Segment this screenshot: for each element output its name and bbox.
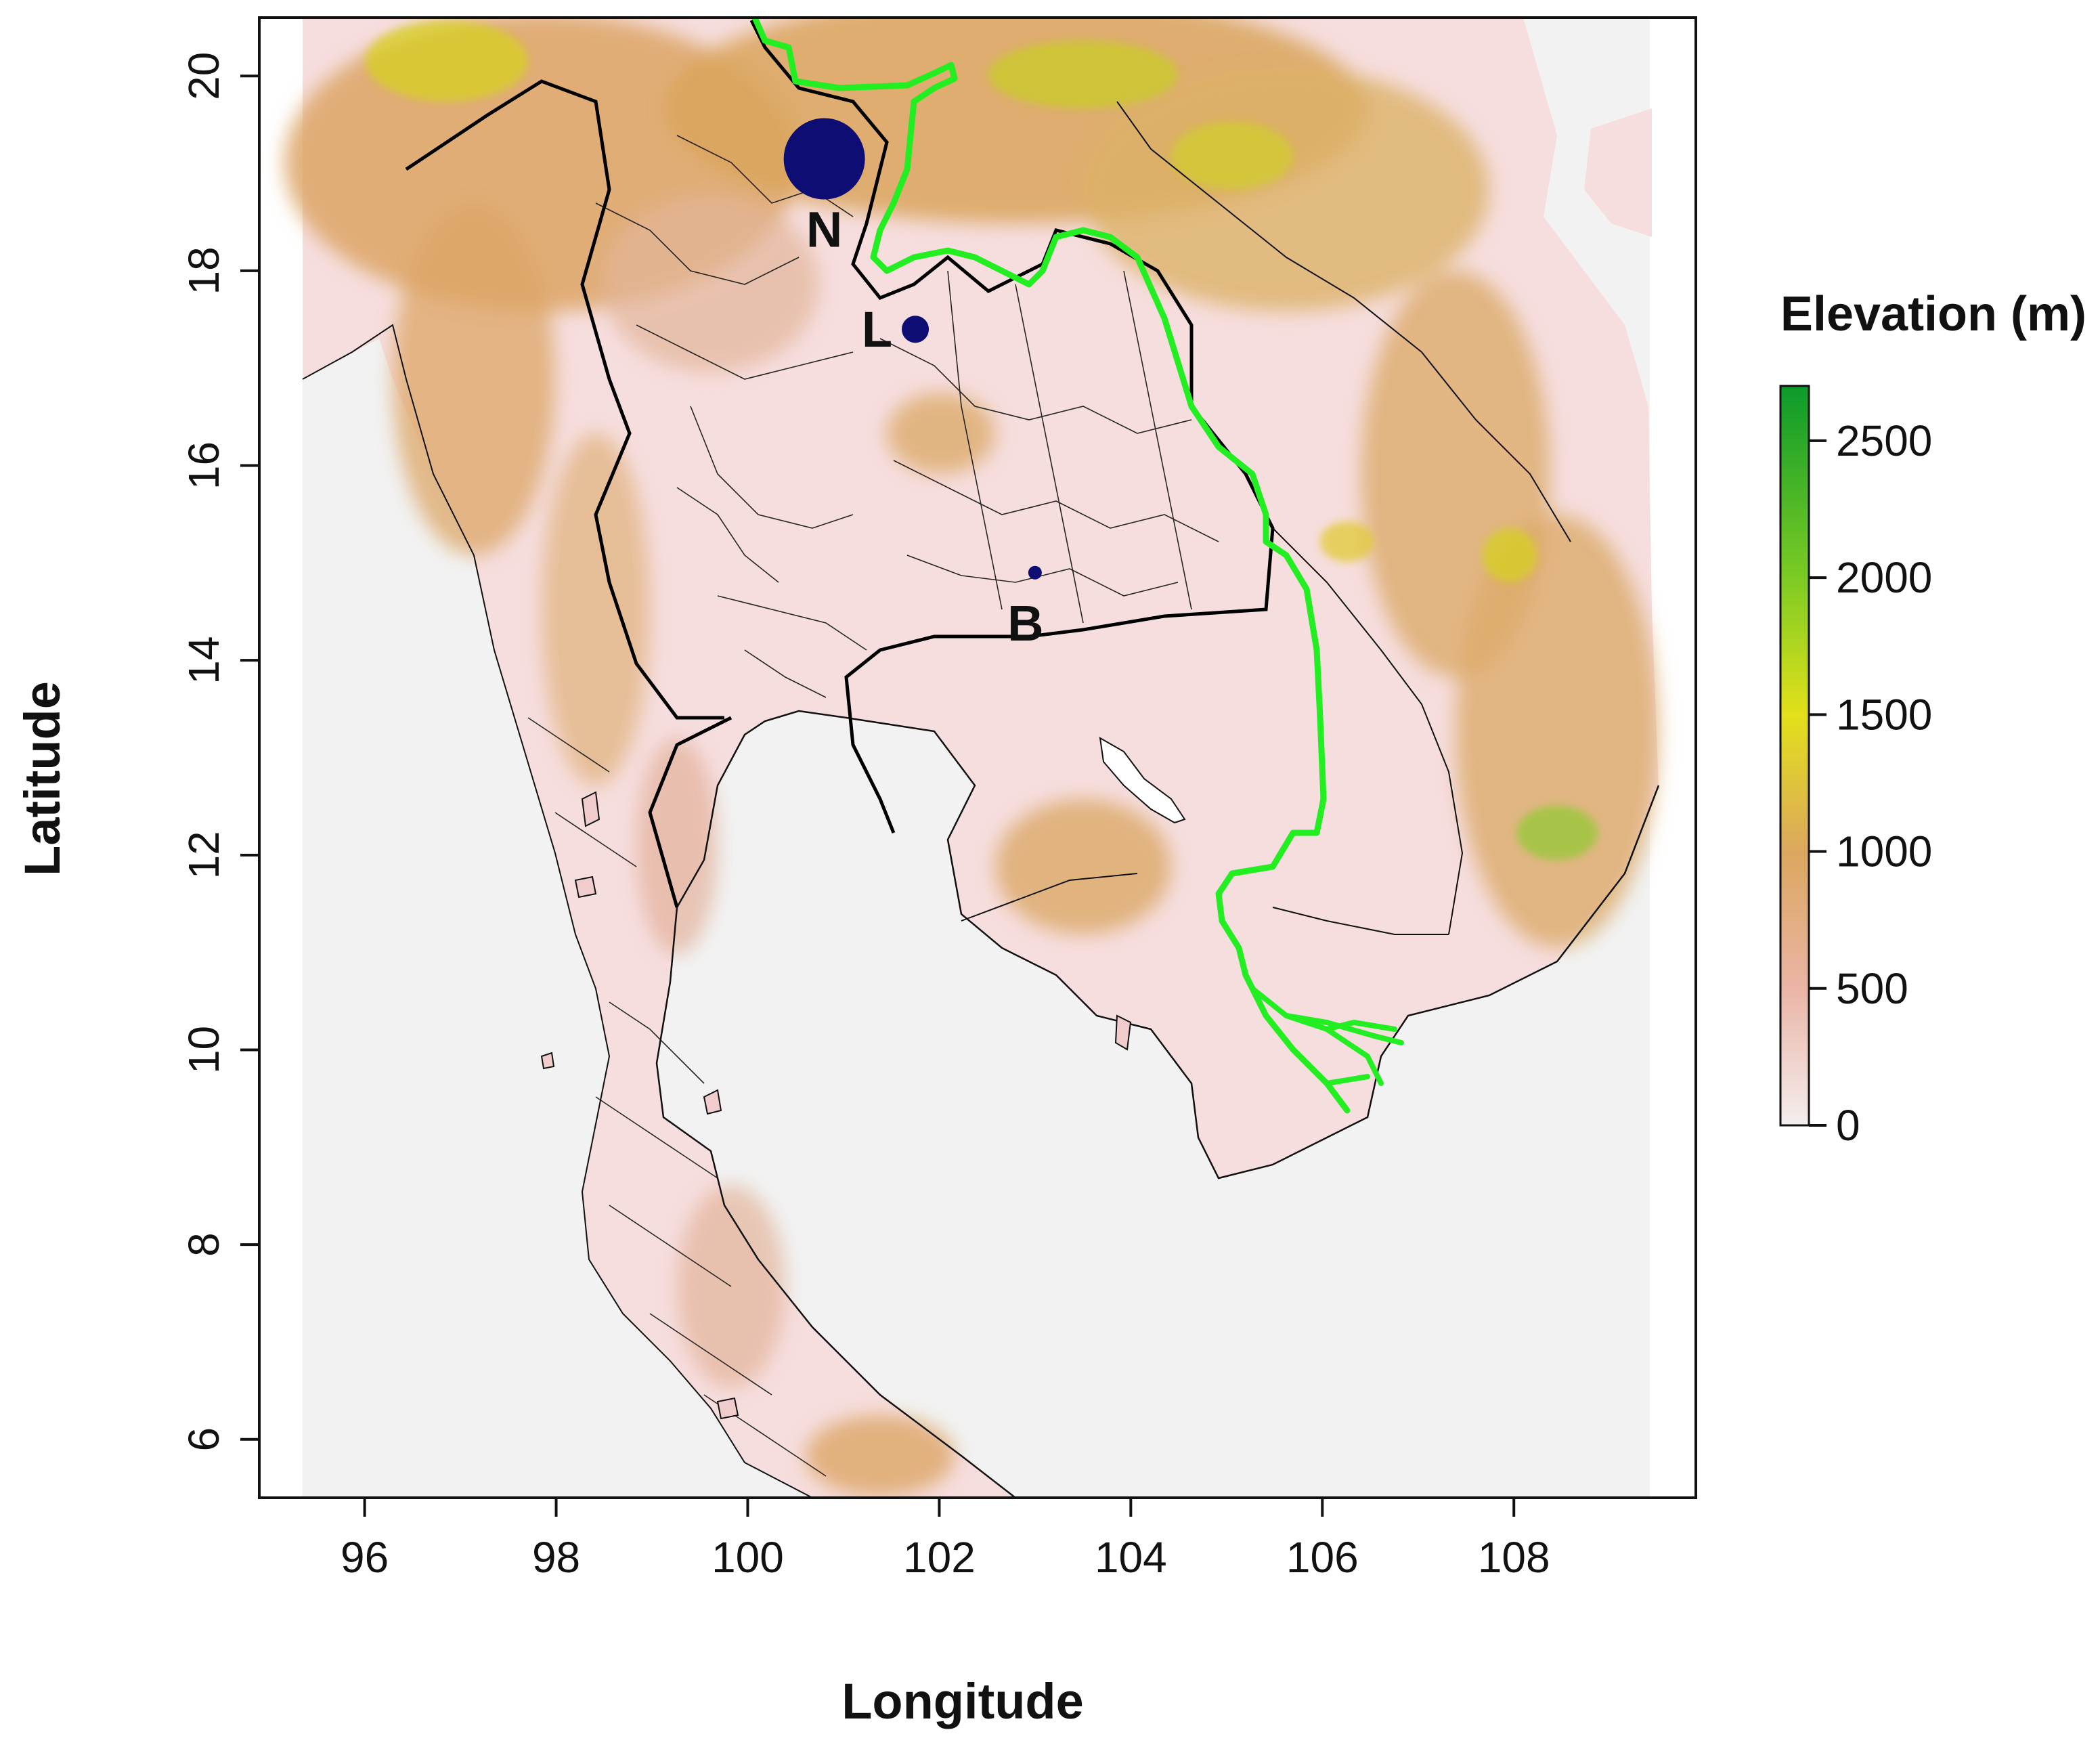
x-tick-label: 100: [712, 1533, 784, 1582]
ne-landmass: [1584, 108, 1652, 237]
international-borders: [961, 101, 1571, 935]
legend-tick-label: 0: [1836, 1101, 1860, 1150]
mekong-delta-branches: [1250, 986, 1404, 1086]
lake: [1099, 737, 1186, 824]
y-tick-label: 12: [179, 831, 228, 879]
site-markers: NL B: [783, 118, 1044, 651]
site-marker: [1028, 565, 1042, 580]
western-coastline: [302, 324, 813, 1498]
provincial-borders: [527, 135, 1219, 1477]
y-axis-title: Latitude: [14, 681, 70, 876]
legend-tick-label: 1500: [1836, 690, 1932, 739]
legend-tick-label: 500: [1836, 964, 1908, 1013]
x-tick-label: 108: [1478, 1533, 1550, 1582]
x-axis: 96 98 100 102 104 106 108: [341, 1498, 1550, 1582]
legend-tick-label: 2000: [1836, 553, 1932, 602]
x-axis-title: Longitude: [841, 1673, 1084, 1729]
terrain-layer: [284, 18, 1660, 1498]
high-elevation-patches: [366, 20, 1598, 860]
y-tick-label: 6: [179, 1427, 228, 1452]
y-tick-label: 8: [179, 1232, 228, 1257]
elevation-legend: Elevation (m) 0 500 1000 1500 2000 2500: [1779, 287, 2086, 1150]
site-marker: [783, 118, 865, 200]
legend-tick-label: 2500: [1836, 416, 1932, 465]
islands: [540, 791, 1132, 1420]
y-tick-label: 10: [179, 1026, 228, 1074]
mekong-river: [751, 18, 1351, 1114]
x-tick-label: 106: [1286, 1533, 1359, 1582]
y-tick-label: 16: [179, 441, 228, 490]
site-label: B: [1007, 595, 1043, 651]
site-marker: [902, 316, 929, 343]
x-tick-label: 104: [1095, 1533, 1167, 1582]
legend-ticks: 0 500 1000 1500 2000 2500: [1809, 416, 1932, 1150]
y-tick-label: 20: [179, 52, 228, 100]
legend-tick-label: 1000: [1836, 827, 1932, 876]
coastline: [655, 710, 1660, 1498]
x-tick-label: 98: [532, 1533, 580, 1582]
national-border: [405, 19, 1275, 908]
y-tick-label: 14: [179, 636, 228, 685]
legend-title: Elevation (m): [1780, 287, 2086, 341]
color-ramp: [1779, 385, 1810, 1127]
map-panel: [258, 16, 1697, 1499]
site-label: L: [862, 301, 892, 358]
y-tick-label: 18: [179, 246, 228, 295]
plot-frame: [258, 16, 1697, 1499]
y-axis: 6 8 10 12 14 16 18 20: [179, 52, 259, 1452]
x-tick-label: 102: [903, 1533, 976, 1582]
site-label: N: [806, 202, 842, 258]
x-tick-label: 96: [341, 1533, 389, 1582]
